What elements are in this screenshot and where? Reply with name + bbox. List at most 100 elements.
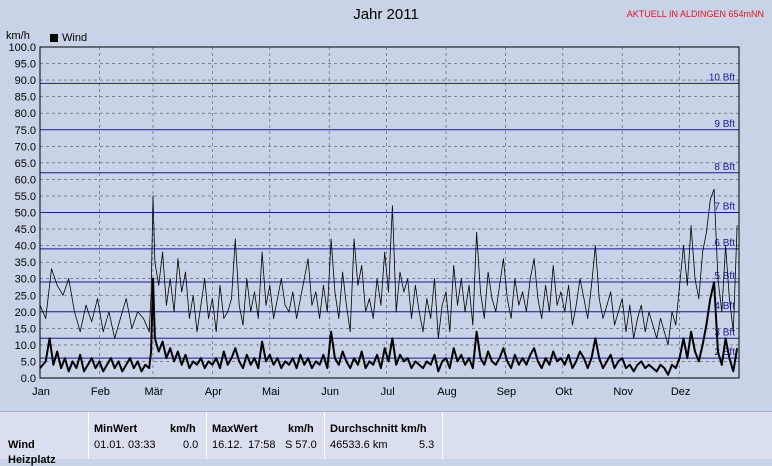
data-point — [208, 318, 209, 319]
data-point — [137, 361, 139, 362]
stats-divider — [88, 412, 89, 459]
data-point — [338, 318, 340, 319]
data-point — [141, 371, 142, 372]
data-point — [173, 311, 175, 313]
x-tick-label: Jul — [381, 386, 395, 398]
data-point — [72, 361, 73, 362]
data-point — [68, 371, 70, 372]
data-point — [510, 318, 512, 319]
data-point — [284, 304, 286, 306]
data-point — [265, 304, 267, 306]
data-point — [125, 298, 127, 299]
data-point — [683, 245, 684, 247]
data-point — [181, 291, 183, 293]
data-point — [652, 367, 654, 369]
data-point — [150, 351, 152, 352]
data-point — [437, 371, 439, 372]
data-point — [441, 304, 443, 306]
data-point — [357, 284, 359, 286]
data-point — [552, 265, 554, 266]
data-point — [177, 258, 179, 260]
data-point — [652, 324, 654, 326]
data-point — [231, 357, 232, 359]
grid-layer — [40, 46, 739, 379]
data-point — [506, 361, 508, 362]
data-point — [250, 364, 252, 366]
data-point — [158, 284, 160, 286]
data-point — [568, 284, 569, 286]
data-point — [640, 304, 642, 306]
data-point — [150, 294, 152, 296]
data-point — [365, 367, 366, 369]
data-point — [399, 354, 401, 356]
data-point — [108, 311, 110, 313]
data-point — [418, 311, 420, 313]
data-point — [49, 337, 50, 339]
data-point — [732, 371, 734, 372]
y-tick-label: 30.0 — [15, 274, 36, 286]
data-point — [633, 371, 635, 372]
data-point — [342, 351, 343, 352]
data-point — [219, 367, 221, 369]
y-tick-label: 65.0 — [15, 158, 36, 170]
y-tick-label: 90.0 — [15, 75, 36, 87]
data-point — [430, 318, 432, 319]
x-tick-label: Feb — [91, 386, 110, 398]
data-point — [564, 311, 566, 313]
data-point — [522, 357, 523, 359]
data-point — [68, 278, 70, 280]
beaufort-label: 6 Bft — [714, 238, 735, 249]
max-unit: km/h — [288, 423, 314, 435]
legend-swatch — [50, 34, 58, 42]
data-point — [468, 357, 470, 359]
data-point — [606, 361, 608, 362]
x-tick-label: Jun — [321, 386, 339, 398]
data-point — [384, 347, 386, 349]
data-point — [215, 331, 217, 333]
data-point — [729, 357, 730, 359]
data-point — [698, 298, 700, 299]
beaufort-label: 5 Bft — [714, 271, 735, 282]
data-point — [53, 364, 54, 366]
data-point — [679, 284, 680, 286]
min-value: 0.0 — [183, 439, 199, 451]
data-point — [702, 251, 703, 253]
data-point — [231, 298, 232, 299]
beaufort-label: 10 Bft — [709, 72, 735, 83]
data-point — [671, 364, 673, 366]
data-point — [369, 298, 370, 299]
data-point — [361, 351, 363, 352]
data-point — [526, 364, 527, 366]
data-point — [602, 318, 604, 319]
beaufort-label: 4 Bft — [714, 301, 735, 312]
data-point — [591, 284, 592, 286]
data-point — [189, 367, 190, 369]
data-point — [56, 351, 58, 352]
data-point — [189, 318, 190, 319]
data-point — [595, 245, 596, 247]
data-point — [660, 318, 661, 319]
data-point — [361, 265, 363, 266]
data-point — [606, 304, 608, 306]
data-point — [656, 371, 658, 372]
x-tick-label: Jan — [32, 386, 50, 398]
data-point — [541, 367, 543, 369]
data-point — [196, 331, 198, 333]
data-point — [598, 298, 600, 299]
data-point — [575, 304, 577, 306]
data-point — [212, 298, 213, 299]
data-point — [148, 331, 150, 333]
data-point — [131, 328, 133, 329]
data-point — [296, 318, 297, 319]
data-point — [610, 291, 612, 293]
data-point — [713, 188, 715, 190]
data-point — [495, 364, 497, 366]
data-point — [204, 278, 206, 280]
beaufort-label: 8 Bft — [714, 162, 735, 173]
data-point — [587, 367, 589, 369]
data-point — [736, 225, 738, 227]
data-point — [353, 238, 355, 240]
data-point — [460, 278, 462, 280]
data-point — [552, 351, 554, 352]
data-point — [114, 367, 116, 369]
